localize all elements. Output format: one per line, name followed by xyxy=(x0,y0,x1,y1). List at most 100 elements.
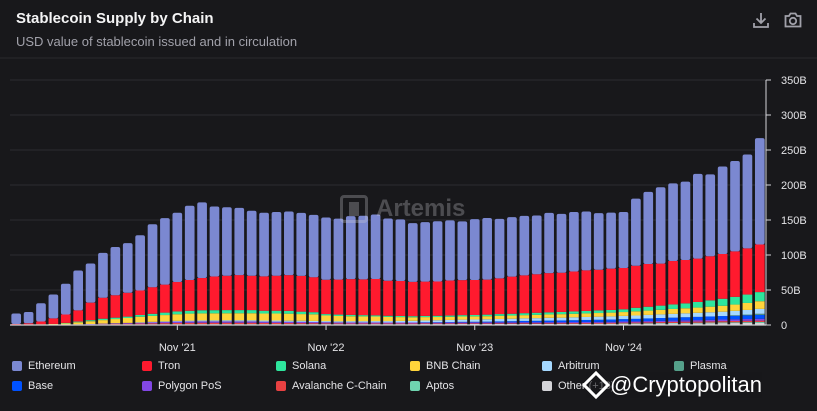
bar-segment-arbitrum[interactable] xyxy=(593,316,604,320)
bar-segment-solana[interactable] xyxy=(122,316,133,318)
bar-segment-aptos[interactable] xyxy=(655,323,666,324)
bar-segment-arbitrum[interactable] xyxy=(494,318,505,322)
bar-segment-arbitrum[interactable] xyxy=(618,315,629,320)
bar-segment-bnb-chain[interactable] xyxy=(98,320,108,324)
bar-segment-aptos[interactable] xyxy=(730,322,740,324)
bar-stack[interactable] xyxy=(445,220,455,325)
legend-item-tron[interactable]: Tron xyxy=(142,360,180,372)
bar-segment-aptos[interactable] xyxy=(754,321,765,323)
bar-segment-tron[interactable] xyxy=(345,279,356,315)
bar-segment-polygon-pos[interactable] xyxy=(160,321,170,324)
bar-segment-avalanche-c-chain[interactable] xyxy=(643,322,654,324)
bar-stack[interactable] xyxy=(209,206,220,325)
bar-segment-avalanche-c-chain[interactable] xyxy=(457,323,468,325)
bar-segment-other-18-[interactable] xyxy=(569,323,579,325)
bar-stack[interactable] xyxy=(321,217,331,325)
bar-segment-ethereum[interactable] xyxy=(556,213,567,273)
bar-segment-ethereum[interactable] xyxy=(172,212,183,283)
bar-segment-ethereum[interactable] xyxy=(407,223,418,282)
bar-segment-tron[interactable] xyxy=(85,302,96,321)
bar-segment-solana[interactable] xyxy=(457,315,468,317)
bar-segment-avalanche-c-chain[interactable] xyxy=(321,323,331,325)
bar-segment-base[interactable] xyxy=(655,318,666,321)
bar-segment-ethereum[interactable] xyxy=(36,303,46,322)
bar-stack[interactable] xyxy=(197,202,207,325)
bar-segment-tron[interactable] xyxy=(60,314,71,323)
bar-stack[interactable] xyxy=(98,252,108,326)
bar-stack[interactable] xyxy=(606,212,616,325)
bar-segment-other-18-[interactable] xyxy=(680,323,691,325)
bar-segment-bnb-chain[interactable] xyxy=(184,313,195,321)
bar-segment-tron[interactable] xyxy=(742,248,753,295)
bar-segment-avalanche-c-chain[interactable] xyxy=(531,323,542,324)
bar-segment-arbitrum[interactable] xyxy=(308,320,319,323)
bar-stack[interactable] xyxy=(60,283,71,326)
bar-segment-other-18-[interactable] xyxy=(668,323,678,325)
bar-segment-solana[interactable] xyxy=(234,310,245,314)
bar-segment-tron[interactable] xyxy=(482,279,492,315)
bar-segment-aptos[interactable] xyxy=(717,322,728,324)
bar-segment-solana[interactable] xyxy=(420,315,431,318)
bar-segment-avalanche-c-chain[interactable] xyxy=(271,322,282,325)
bar-segment-avalanche-c-chain[interactable] xyxy=(345,323,356,325)
bar-segment-avalanche-c-chain[interactable] xyxy=(606,322,616,324)
bar-segment-bnb-chain[interactable] xyxy=(445,316,455,320)
bar-segment-avalanche-c-chain[interactable] xyxy=(569,323,579,324)
bar-segment-avalanche-c-chain[interactable] xyxy=(370,323,381,325)
bar-segment-solana[interactable] xyxy=(395,315,406,318)
bar-segment-arbitrum[interactable] xyxy=(420,320,431,323)
bar-segment-avalanche-c-chain[interactable] xyxy=(160,323,170,325)
bar-segment-tron[interactable] xyxy=(11,323,22,325)
bar-segment-polygon-pos[interactable] xyxy=(308,322,319,324)
bar-segment-arbitrum[interactable] xyxy=(395,320,406,323)
bar-segment-polygon-pos[interactable] xyxy=(358,322,369,324)
bar-segment-ethereum[interactable] xyxy=(345,216,356,280)
bar-segment-bnb-chain[interactable] xyxy=(482,316,492,320)
bar-segment-aptos[interactable] xyxy=(693,322,703,324)
bar-stack[interactable] xyxy=(395,219,406,325)
bar-segment-polygon-pos[interactable] xyxy=(407,322,418,324)
bar-segment-solana[interactable] xyxy=(569,311,579,314)
bar-segment-avalanche-c-chain[interactable] xyxy=(469,323,480,325)
bar-segment-polygon-pos[interactable] xyxy=(742,319,753,321)
bar-segment-arbitrum[interactable] xyxy=(730,310,740,316)
bar-segment-avalanche-c-chain[interactable] xyxy=(383,323,393,325)
legend-item-ethereum[interactable]: Ethereum xyxy=(12,360,76,372)
bar-segment-polygon-pos[interactable] xyxy=(296,321,307,324)
bar-segment-bnb-chain[interactable] xyxy=(222,313,232,321)
bar-segment-ethereum[interactable] xyxy=(370,214,381,279)
bar-segment-other-18-[interactable] xyxy=(606,323,616,325)
bar-segment-avalanche-c-chain[interactable] xyxy=(544,323,554,324)
bar-stack[interactable] xyxy=(432,221,443,325)
bar-segment-ethereum[interactable] xyxy=(655,187,666,264)
bar-segment-tron[interactable] xyxy=(122,292,133,317)
bar-segment-avalanche-c-chain[interactable] xyxy=(246,322,257,325)
bar-segment-avalanche-c-chain[interactable] xyxy=(197,322,207,325)
bar-stack[interactable] xyxy=(246,210,257,325)
bar-segment-tron[interactable] xyxy=(271,275,282,311)
bar-segment-solana[interactable] xyxy=(184,310,195,314)
bar-segment-solana[interactable] xyxy=(85,320,96,322)
bar-segment-solana[interactable] xyxy=(705,300,716,307)
bar-segment-solana[interactable] xyxy=(643,306,654,311)
bar-segment-solana[interactable] xyxy=(222,310,232,314)
bar-segment-base[interactable] xyxy=(730,315,740,320)
bar-stack[interactable] xyxy=(693,173,703,325)
bar-segment-bnb-chain[interactable] xyxy=(730,304,740,311)
bar-segment-arbitrum[interactable] xyxy=(742,309,753,315)
bar-segment-avalanche-c-chain[interactable] xyxy=(222,322,232,325)
bar-segment-polygon-pos[interactable] xyxy=(333,322,344,324)
bar-segment-bnb-chain[interactable] xyxy=(271,313,282,321)
bar-segment-tron[interactable] xyxy=(259,276,269,311)
bar-segment-avalanche-c-chain[interactable] xyxy=(618,322,629,324)
bar-segment-tron[interactable] xyxy=(296,275,307,312)
bar-segment-avalanche-c-chain[interactable] xyxy=(110,323,121,325)
bar-segment-polygon-pos[interactable] xyxy=(643,321,654,323)
bar-segment-arbitrum[interactable] xyxy=(556,317,567,321)
bar-segment-other-18-[interactable] xyxy=(593,323,604,325)
bar-segment-other-18-[interactable] xyxy=(581,323,592,325)
bar-segment-bnb-chain[interactable] xyxy=(135,316,145,323)
bar-segment-avalanche-c-chain[interactable] xyxy=(407,323,418,325)
bar-stack[interactable] xyxy=(507,217,517,325)
bar-segment-arbitrum[interactable] xyxy=(135,322,145,323)
